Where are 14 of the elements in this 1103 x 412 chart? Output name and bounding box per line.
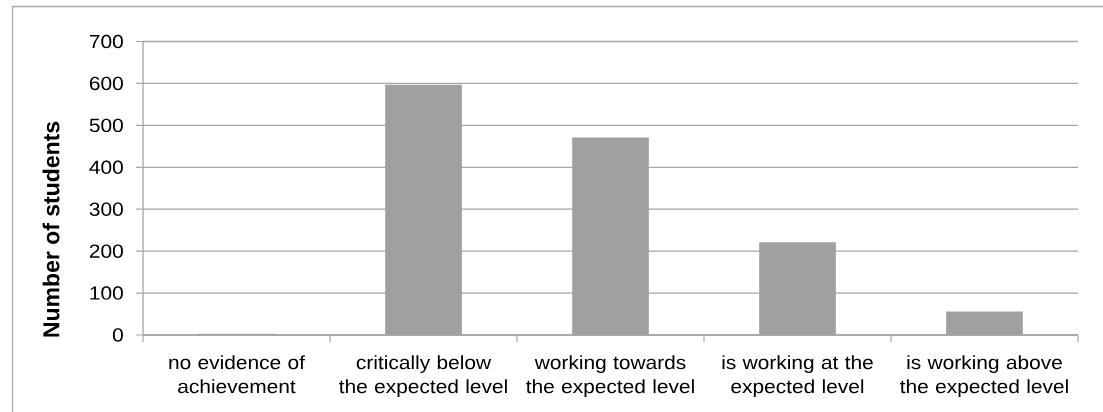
x-tick-label: working towards the expected level — [526, 355, 694, 397]
x-tick-label: no evidence of achievement — [169, 355, 305, 394]
y-tick-label: 200 — [89, 244, 123, 258]
x-tick-label: is working at the expected level — [722, 355, 873, 397]
y-tick-label: 100 — [90, 286, 123, 300]
y-tick-label: 700 — [89, 34, 123, 49]
x-tick-label: is working above the expected level — [900, 355, 1068, 397]
y-tick-label: 400 — [89, 160, 123, 175]
y-tick-label: 500 — [89, 118, 123, 133]
y-tick-label: 600 — [89, 76, 123, 91]
y-tick-label: 0 — [112, 328, 123, 342]
y-axis-title: Number of students — [42, 121, 60, 337]
y-tick-label: 300 — [89, 202, 123, 216]
x-tick-label: critically below the expected level — [339, 355, 507, 397]
